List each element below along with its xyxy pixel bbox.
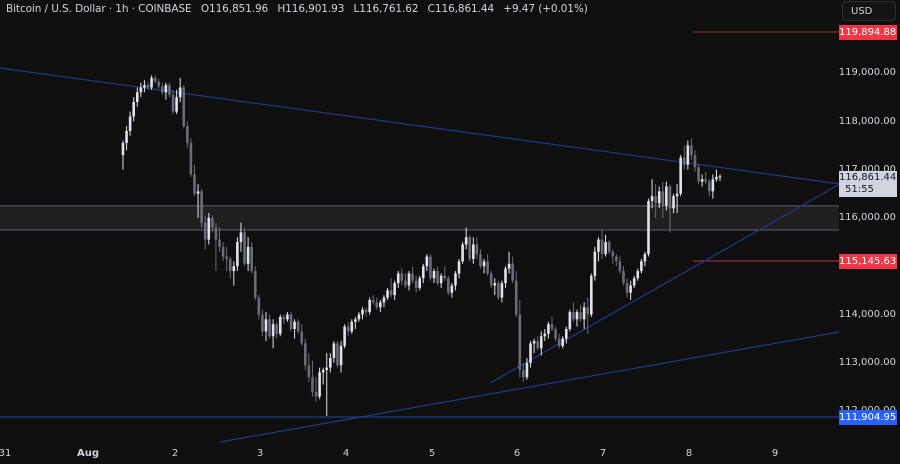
trendlines [0, 67, 841, 443]
time-tick: 3 [256, 448, 264, 459]
price-tick: 113,000.00 [838, 357, 896, 368]
horizontal-levels [0, 31, 839, 418]
resistance-price-tag: 119,894.88 [839, 25, 897, 40]
current-price: 116,861.44 [839, 172, 897, 183]
time-tick: 5 [428, 448, 436, 459]
time-tick: Aug [76, 448, 100, 459]
price-tick: 118,000.00 [838, 116, 896, 127]
support-price-tag: 115,145.63 [839, 254, 897, 269]
price-tick: 117,000.00 [838, 164, 896, 175]
open-value: O116,851.96 [200, 3, 269, 15]
price-tick: 116,000.00 [838, 212, 896, 223]
close-value: C116,861.44 [427, 3, 495, 15]
symbol-header: Bitcoin / U.S. Dollar · 1h · COINBASE O1… [6, 3, 594, 15]
low-level-price-tag: 111,904.95 [839, 410, 897, 425]
support-zone [0, 205, 839, 231]
low-value: L116,761.62 [353, 3, 419, 15]
change-value: +9.47 (+0.01%) [503, 3, 588, 15]
price-tick: 114,000.00 [838, 309, 896, 320]
price-tick: 119,000.00 [838, 67, 896, 78]
candlesticks [121, 75, 722, 416]
current-price-tag: 116,861.44 51:55 [839, 171, 897, 197]
high-value: H116,901.93 [277, 3, 345, 15]
time-tick: 31 [0, 448, 12, 459]
candle-countdown: 51:55 [845, 184, 874, 195]
symbol-title[interactable]: Bitcoin / U.S. Dollar · 1h · COINBASE [6, 3, 192, 15]
time-tick: 6 [513, 448, 521, 459]
time-tick: 7 [599, 448, 607, 459]
time-tick: 4 [342, 448, 350, 459]
time-tick: 8 [685, 448, 693, 459]
time-tick: 2 [171, 448, 179, 459]
time-tick: 9 [771, 448, 779, 459]
currency-button[interactable]: USD [842, 1, 896, 21]
